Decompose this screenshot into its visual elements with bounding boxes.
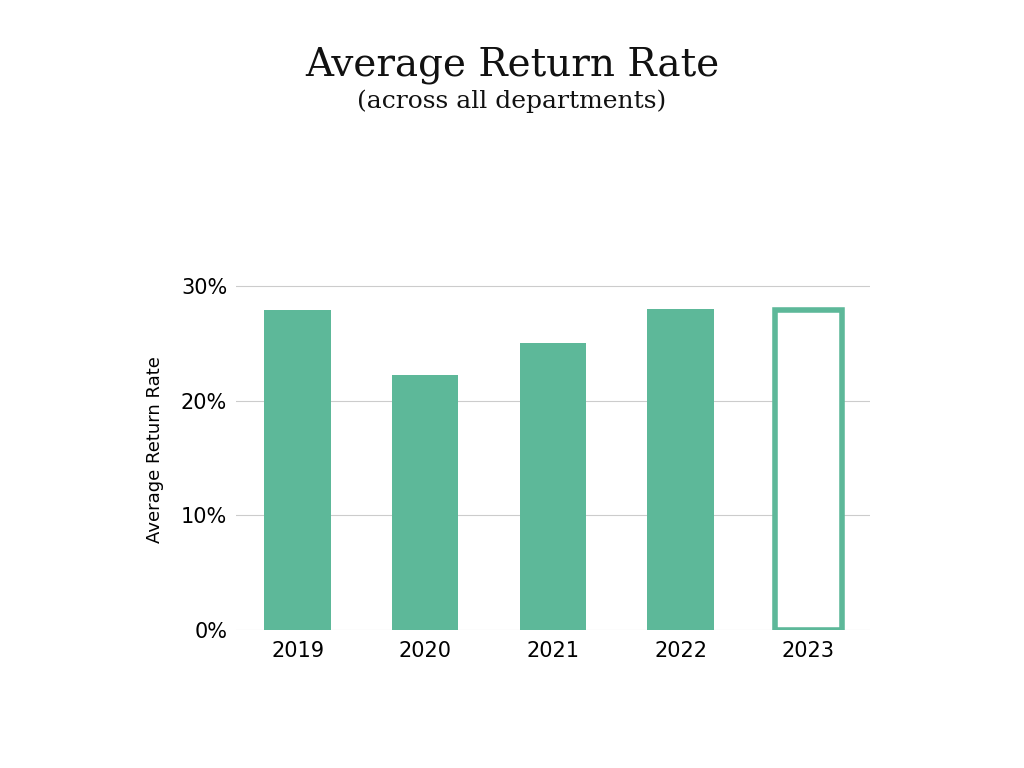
Bar: [520, 343, 586, 630]
Bar: [647, 309, 714, 630]
Y-axis label: Average Return Rate: Average Return Rate: [146, 356, 164, 543]
Text: (across all departments): (across all departments): [357, 90, 667, 113]
Bar: [264, 310, 331, 630]
Bar: [392, 376, 459, 630]
Bar: [775, 310, 842, 630]
Text: Average Return Rate: Average Return Rate: [305, 47, 719, 84]
